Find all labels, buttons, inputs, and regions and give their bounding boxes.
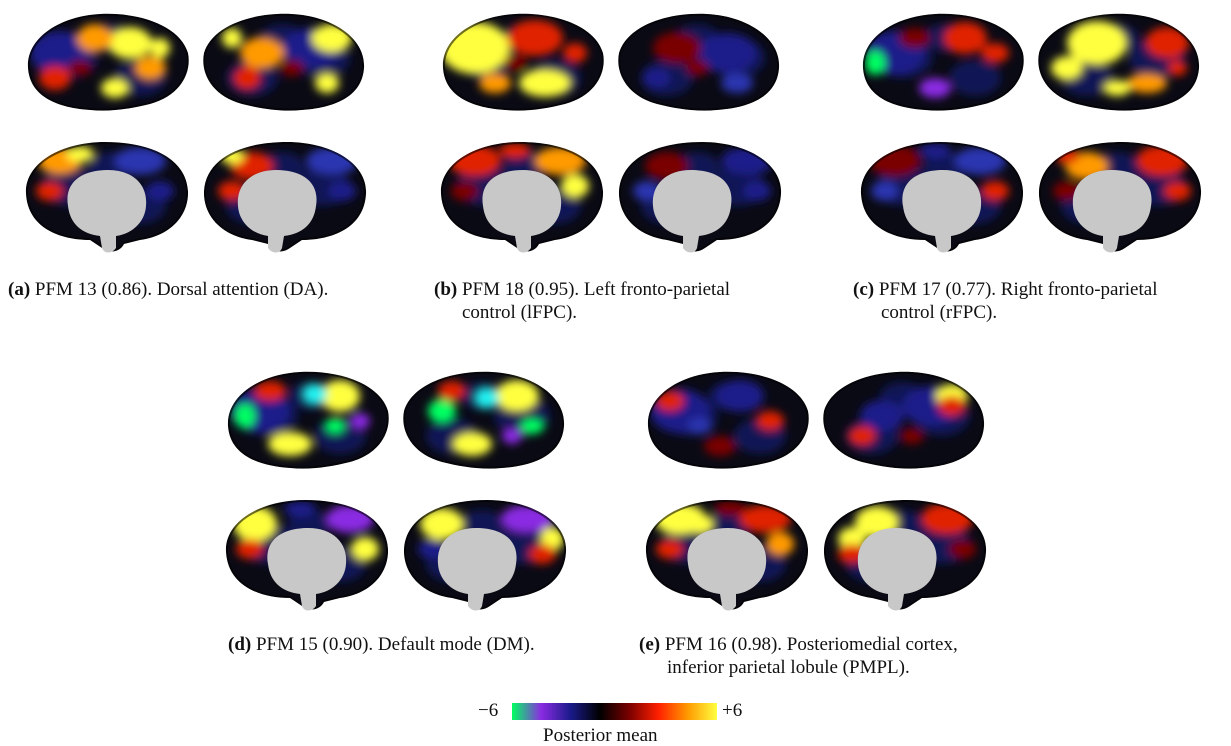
- brain-views-d: [220, 366, 580, 621]
- colorbar-min-label: −6: [478, 700, 499, 721]
- brain-lateral-right-b: [615, 8, 787, 128]
- brain-lateral-left-d: [220, 366, 392, 486]
- brain-medial-right-a: [200, 136, 372, 256]
- brain-lateral-right-a: [200, 8, 372, 128]
- brain-medial-right-b: [615, 136, 787, 256]
- brain-lateral-right-e: [820, 366, 992, 486]
- medial-wall: [237, 170, 317, 253]
- brain-lateral-left-a: [20, 8, 192, 128]
- colorbar-gradient: [512, 703, 717, 720]
- colorbar: −6 +6 Posterior mean: [470, 700, 770, 746]
- brain-views-a: [20, 8, 375, 263]
- caption-label-b: (b): [434, 279, 458, 300]
- caption-text-e: PFM 16 (0.98). Posteriomedial cortex,: [660, 634, 958, 655]
- caption-e: (e) PFM 16 (0.98). Posteriomedial cortex…: [639, 633, 958, 679]
- brain-medial-right-e: [820, 494, 992, 614]
- brain-medial-right-c: [1035, 136, 1207, 256]
- brain-lateral-left-b: [435, 8, 607, 128]
- colorbar-title: Posterior mean: [543, 725, 658, 746]
- caption-b: (b) PFM 18 (0.95). Left fronto-parietal …: [434, 278, 730, 324]
- brain-views-c: [855, 8, 1215, 263]
- panel-c: (c) PFM 17 (0.77). Right fronto-parietal…: [840, 0, 1231, 330]
- panel-d: (d) PFM 15 (0.90). Default mode (DM).: [200, 360, 600, 690]
- brain-medial-left-e: [640, 494, 812, 614]
- caption-text-c: PFM 17 (0.77). Right fronto-parietal: [874, 279, 1158, 300]
- medial-wall: [67, 170, 147, 253]
- brain-lateral-left-e: [640, 366, 812, 486]
- caption-label-c: (c): [853, 279, 875, 300]
- panel-b: (b) PFM 18 (0.95). Left fronto-parietal …: [420, 0, 820, 330]
- medial-wall: [687, 528, 767, 611]
- caption-c: (c) PFM 17 (0.77). Right fronto-parietal…: [853, 278, 1157, 324]
- medial-wall: [1072, 170, 1152, 253]
- caption-label-e: (e): [639, 634, 661, 655]
- colorbar-max-label: +6: [722, 700, 743, 721]
- caption-text-c-2: control (rFPC).: [881, 302, 998, 323]
- medial-wall: [267, 528, 347, 611]
- caption-label-a: (a): [8, 279, 31, 300]
- medial-wall: [902, 170, 982, 253]
- caption-a: (a) PFM 13 (0.86). Dorsal attention (DA)…: [8, 278, 328, 301]
- medial-wall: [482, 170, 562, 253]
- caption-text-b-2: control (lFPC).: [462, 302, 578, 323]
- brain-medial-left-a: [20, 136, 192, 256]
- panel-e: (e) PFM 16 (0.98). Posteriomedial cortex…: [630, 360, 1030, 690]
- medial-wall: [857, 528, 937, 611]
- brain-medial-left-d: [220, 494, 392, 614]
- brain-lateral-right-c: [1035, 8, 1207, 128]
- panel-a: (a) PFM 13 (0.86). Dorsal attention (DA)…: [0, 0, 400, 330]
- medial-wall: [437, 528, 517, 611]
- caption-text-e-2: inferior parietal lobule (PMPL).: [667, 657, 910, 678]
- brain-views-b: [435, 8, 795, 263]
- caption-text-a: PFM 13 (0.86). Dorsal attention (DA).: [30, 279, 329, 300]
- caption-text-d: PFM 15 (0.90). Default mode (DM).: [251, 634, 535, 655]
- medial-wall: [652, 170, 732, 253]
- caption-d: (d) PFM 15 (0.90). Default mode (DM).: [228, 633, 535, 656]
- caption-label-d: (d): [228, 634, 252, 655]
- brain-medial-right-d: [400, 494, 572, 614]
- brain-views-e: [640, 366, 1000, 621]
- brain-medial-left-b: [435, 136, 607, 256]
- brain-medial-left-c: [855, 136, 1027, 256]
- brain-lateral-right-d: [400, 366, 572, 486]
- brain-lateral-left-c: [855, 8, 1027, 128]
- caption-text-b: PFM 18 (0.95). Left fronto-parietal: [457, 279, 731, 300]
